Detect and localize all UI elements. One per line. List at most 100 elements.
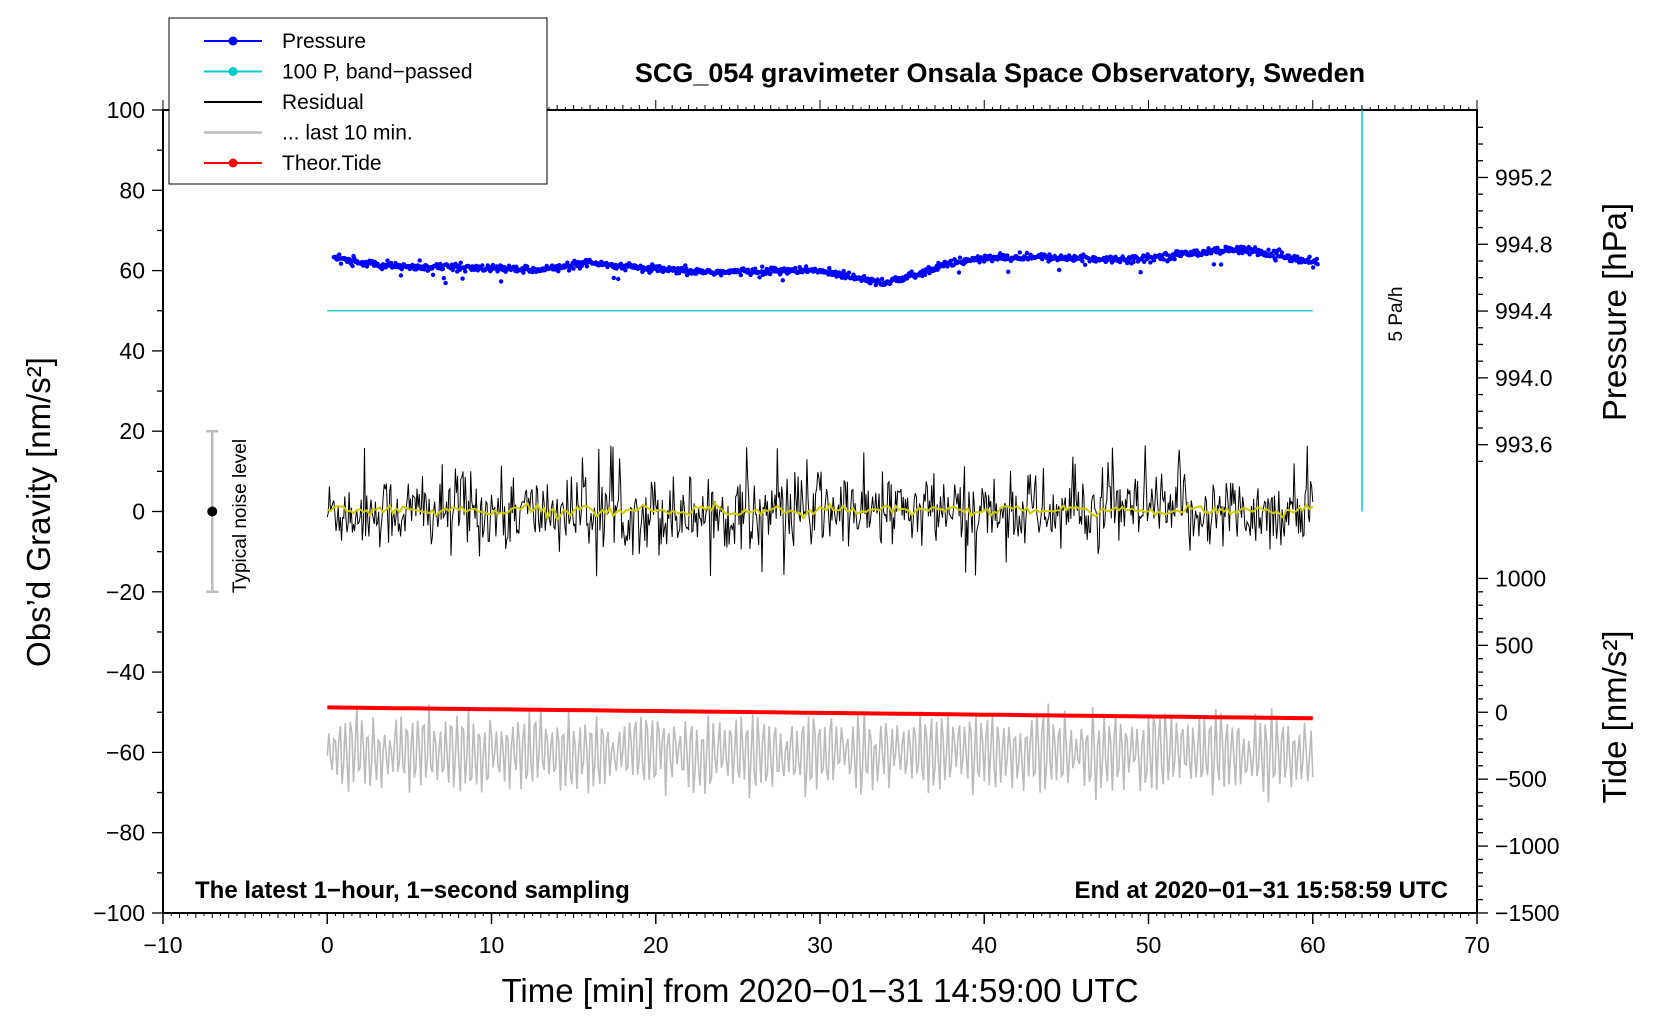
legend: Pressure 100 P, band−passed Residual ... la… xyxy=(168,17,548,185)
pressure-point xyxy=(1161,257,1167,262)
pressure-point xyxy=(434,262,439,267)
y-tide-tick-label: −1500 xyxy=(1495,900,1560,926)
pressure-point xyxy=(430,272,436,277)
y-left-tick-label: −100 xyxy=(93,900,145,926)
noise-bar-center-dot xyxy=(207,506,218,517)
pressure-point xyxy=(1131,259,1136,265)
pressure-point xyxy=(1252,245,1258,250)
y-tide-tick-label: −1000 xyxy=(1495,833,1560,859)
pressure-point xyxy=(422,267,427,272)
pressure-point xyxy=(388,260,394,266)
pressure-point xyxy=(738,272,743,278)
pressure-point xyxy=(441,276,446,281)
pressure-point xyxy=(460,276,465,281)
pressure-point xyxy=(556,269,561,274)
annotation-right: End at 2020−01−31 15:58:59 UTC xyxy=(1074,877,1448,904)
pressure-point xyxy=(757,275,762,280)
pressure-point xyxy=(1057,267,1062,273)
x-tick-label: 70 xyxy=(1464,932,1490,958)
pressure-point xyxy=(1017,250,1022,255)
annotation-left: The latest 1−hour, 1−second sampling xyxy=(195,877,630,904)
pressure-point xyxy=(988,253,993,258)
x-tick-label: 20 xyxy=(643,932,669,958)
x-tick-label: 0 xyxy=(321,932,334,958)
pressure-point xyxy=(417,258,422,263)
pressure-point xyxy=(337,252,342,257)
x-tick-label: 30 xyxy=(807,932,833,958)
pressure-point xyxy=(1218,262,1224,267)
y-tide-tick-label: 1000 xyxy=(1495,565,1546,591)
pressure-point xyxy=(1286,253,1292,258)
legend-label: Theor.Tide xyxy=(282,152,382,175)
pressure-point xyxy=(879,276,885,282)
pressure-point xyxy=(948,258,954,263)
chart-title: SCG_054 gravimeter Onsala Space Observat… xyxy=(635,58,1365,88)
pressure-point xyxy=(1138,270,1143,275)
pressure-point xyxy=(851,272,856,277)
pressure-point xyxy=(865,276,870,281)
residual-smoothed-line xyxy=(326,501,1314,522)
y-pressure-tick-label: 994.0 xyxy=(1495,365,1553,391)
pressure-point xyxy=(998,251,1003,256)
pressure-point xyxy=(1307,254,1312,259)
pressure-point xyxy=(350,263,355,269)
legend-label: Pressure xyxy=(282,30,366,53)
x-axis-title: Time [min] from 2020−01−31 14:59:00 UTC xyxy=(501,972,1138,1009)
y-axis-tide-title: Tide [nm/s²] xyxy=(1596,631,1633,804)
pressure-point xyxy=(1315,262,1320,267)
pressure-point xyxy=(623,268,628,273)
pressure-point xyxy=(862,274,867,279)
y-pressure-tick-label: 993.6 xyxy=(1495,432,1553,458)
pressure-point xyxy=(1266,247,1271,252)
pressure-point xyxy=(1172,257,1177,262)
pressure-point xyxy=(379,266,385,272)
legend-label: Residual xyxy=(282,91,364,114)
pressure-point xyxy=(1024,250,1030,256)
pressure-point xyxy=(956,270,962,275)
y-left-tick-label: −40 xyxy=(106,659,145,685)
pressure-point xyxy=(1082,262,1088,267)
y-left-tick-label: 20 xyxy=(119,418,145,444)
pressure-point xyxy=(338,261,344,266)
pressure-point xyxy=(780,278,785,283)
pressure-rate-label: 5 Pa/h xyxy=(1386,287,1407,342)
pressure-point xyxy=(497,267,502,272)
pressure-point xyxy=(1080,259,1085,264)
pressure-point xyxy=(611,275,616,281)
y-tide-tick-label: 500 xyxy=(1495,632,1533,658)
pressure-point xyxy=(1151,258,1157,263)
pressure-point xyxy=(1175,249,1181,254)
x-tick-label: −10 xyxy=(143,932,182,958)
y-pressure-tick-label: 995.2 xyxy=(1495,164,1553,190)
y-tide-tick-label: 0 xyxy=(1495,699,1508,725)
y-left-tick-label: 0 xyxy=(132,499,145,525)
pressure-point xyxy=(463,269,468,274)
pressure-point xyxy=(1240,250,1245,256)
pressure-point xyxy=(676,270,682,276)
legend-swatch-marker xyxy=(228,36,238,46)
pressure-point xyxy=(1235,244,1240,250)
pressure-point xyxy=(1294,254,1300,259)
x-tick-label: 10 xyxy=(479,932,505,958)
pressure-point xyxy=(458,260,463,265)
y-axis-tide: 1000 500 0 −500 −1000 −1500 xyxy=(1477,565,1560,926)
x-tick-label: 40 xyxy=(971,932,997,958)
pressure-point xyxy=(494,264,499,269)
y-left-tick-label: 40 xyxy=(119,338,145,364)
pressure-point xyxy=(443,280,448,286)
pressure-point xyxy=(1314,256,1320,262)
pressure-point xyxy=(1311,265,1316,270)
pressure-point xyxy=(841,268,846,274)
series-layer xyxy=(326,110,1363,803)
y-axis-pressure-title: Pressure [hPa] xyxy=(1596,203,1633,421)
theoretical-tide-line xyxy=(327,705,1313,721)
pressure-point xyxy=(1006,269,1011,274)
y-axis-left-title: Obs’d Gravity [nm/s²] xyxy=(20,357,57,667)
pressure-point xyxy=(1005,253,1010,258)
pressure-point xyxy=(572,258,577,263)
x-tick-label: 50 xyxy=(1136,932,1162,958)
y-tide-tick-label: −500 xyxy=(1495,766,1547,792)
noise-level-label: Typical noise level xyxy=(230,439,251,593)
pressure-point xyxy=(718,273,724,278)
legend-swatch-marker xyxy=(228,158,238,168)
